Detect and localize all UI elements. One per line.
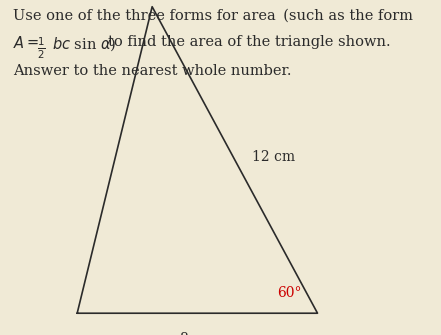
Text: 60°: 60° (277, 286, 302, 300)
Text: 8 cm: 8 cm (180, 332, 214, 335)
Text: $A$: $A$ (13, 35, 25, 51)
Text: to find the area of the triangle shown.: to find the area of the triangle shown. (108, 35, 391, 49)
Text: Use one of the three forms for area  (such as the form: Use one of the three forms for area (suc… (13, 8, 413, 22)
Text: Answer to the nearest whole number.: Answer to the nearest whole number. (13, 64, 292, 78)
Text: $=$: $=$ (24, 35, 40, 49)
Text: 12 cm: 12 cm (252, 150, 295, 163)
Text: $\frac{1}{2}$: $\frac{1}{2}$ (37, 35, 46, 61)
Text: $bc$ sin $\alpha$): $bc$ sin $\alpha$) (52, 35, 116, 53)
